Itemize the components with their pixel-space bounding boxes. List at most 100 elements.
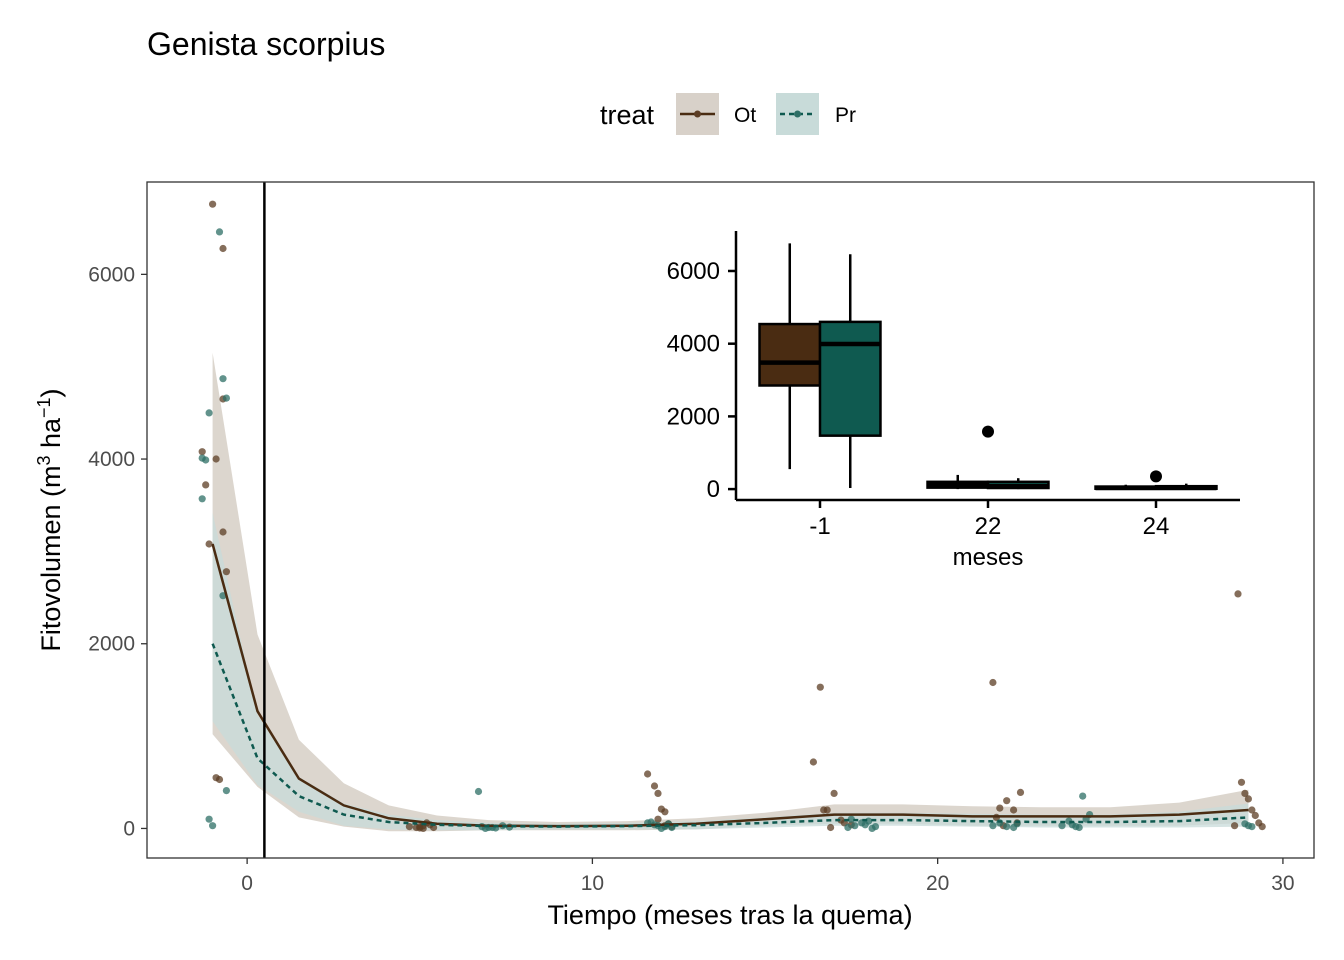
inset-box-pr--1 <box>818 254 882 489</box>
inset-x-axis-title: meses <box>953 544 1024 571</box>
y-tick-label: 0 <box>123 817 135 840</box>
point-ot <box>830 789 838 798</box>
chart-title: Genista scorpius <box>147 26 385 62</box>
inset-x-tick-label: 22 <box>975 513 1002 540</box>
point-pr <box>198 495 206 503</box>
point-ot <box>1248 806 1256 814</box>
inset-x-tick-label: 24 <box>1143 513 1170 540</box>
legend: treat Ot Pr <box>600 93 856 135</box>
inset-box-ot--1 <box>758 243 822 470</box>
inset-box-body <box>818 320 882 437</box>
y-axis-title-mid: ha <box>36 417 66 456</box>
point-ot <box>820 806 828 814</box>
point-ot <box>661 808 669 816</box>
y-axis-ticks: 0 2000 4000 6000 <box>88 263 147 840</box>
x-tick-label: 0 <box>241 872 253 895</box>
y-axis-title-sup2: −1 <box>34 397 54 418</box>
point-pr <box>219 375 227 383</box>
inset-boxes <box>758 243 1218 491</box>
inset-outlier-point <box>982 425 994 438</box>
trend-line-ot <box>211 543 1249 828</box>
y-tick-label: 6000 <box>88 263 135 286</box>
point-pr <box>222 394 230 402</box>
y-axis-title: Fitovolumen (m3 ha−1) <box>34 388 66 651</box>
point-pr <box>1248 823 1256 831</box>
y-axis-title-base: Fitovolumen (m <box>36 466 66 652</box>
inset-x-tick-label: -1 <box>809 513 830 540</box>
point-pr <box>1058 822 1066 830</box>
point-pr <box>198 454 206 462</box>
point-pr <box>868 824 876 833</box>
band-pr <box>212 512 1249 831</box>
inset-y-tick-label: 2000 <box>667 403 720 430</box>
legend-item-ot: Ot <box>676 93 756 135</box>
inset-outlier-point <box>1150 470 1162 483</box>
inset-boxplot: 0 2000 4000 6000 -1 22 24 meses <box>650 220 1270 580</box>
point-pr <box>205 815 213 823</box>
confidence-bands <box>212 352 1249 832</box>
point-ot <box>1016 788 1025 797</box>
point-pr <box>205 409 213 417</box>
point-pr <box>861 821 869 829</box>
point-pr <box>209 822 217 830</box>
legend-label-pr: Pr <box>835 104 856 127</box>
point-ot <box>215 775 224 784</box>
point-pr <box>222 787 230 795</box>
point-ot <box>816 683 824 691</box>
y-axis-title-sup1: 3 <box>34 456 54 466</box>
point-ot <box>644 770 652 778</box>
point-ot <box>205 540 213 548</box>
point-ot <box>222 568 230 576</box>
inset-box-pr-24 <box>1154 483 1218 491</box>
point-ot <box>654 789 662 798</box>
point-pr <box>847 815 855 823</box>
point-ot <box>809 758 818 766</box>
x-tick-label: 10 <box>581 872 604 895</box>
inset-box-body <box>758 322 822 387</box>
point-pr <box>989 822 997 830</box>
legend-item-pr: Pr <box>776 93 856 135</box>
point-ot <box>1251 811 1259 820</box>
point-ot <box>989 678 997 687</box>
y-axis-title-end: ) <box>36 388 66 397</box>
panel-border <box>146 181 1315 859</box>
data-points <box>198 200 1266 833</box>
y-tick-label: 4000 <box>88 448 135 471</box>
legend-label-ot: Ot <box>734 104 756 127</box>
point-ot <box>1258 823 1266 831</box>
point-ot <box>202 481 210 489</box>
point-ot <box>1237 778 1246 786</box>
inset-background <box>650 220 1270 580</box>
legend-point-ot <box>694 110 701 118</box>
trend-line-pr <box>211 643 1249 828</box>
x-axis-ticks: 0 10 20 30 <box>241 858 1295 895</box>
point-ot <box>650 782 659 790</box>
point-ot <box>198 448 206 456</box>
point-ot <box>1241 789 1249 798</box>
point-ot <box>996 804 1004 812</box>
point-ot <box>405 823 413 831</box>
x-tick-label: 30 <box>1271 872 1294 895</box>
point-ot <box>212 455 220 463</box>
main-plot-panel: 0 10 20 30 0 2000 4000 6000 <box>88 181 1315 895</box>
point-ot <box>219 528 227 536</box>
legend-point-pr <box>794 110 801 118</box>
point-pr <box>215 228 224 236</box>
point-pr <box>851 822 859 830</box>
point-ot <box>1010 806 1018 814</box>
trend-lines <box>211 543 1249 828</box>
x-axis-title: Tiempo (meses tras la quema) <box>547 900 912 930</box>
point-ot <box>654 815 662 823</box>
y-tick-label: 2000 <box>88 633 135 656</box>
band-ot <box>212 352 1249 832</box>
inset-x-ticks: -1 22 24 <box>809 500 1169 540</box>
inset-y-tick-label: 6000 <box>667 258 720 285</box>
point-pr <box>1003 823 1011 831</box>
point-pr <box>1079 792 1087 800</box>
legend-title: treat <box>600 100 655 130</box>
point-ot <box>827 823 835 832</box>
point-pr <box>844 823 852 832</box>
point-pr <box>1075 823 1083 832</box>
inset-y-tick-label: 0 <box>707 476 720 503</box>
